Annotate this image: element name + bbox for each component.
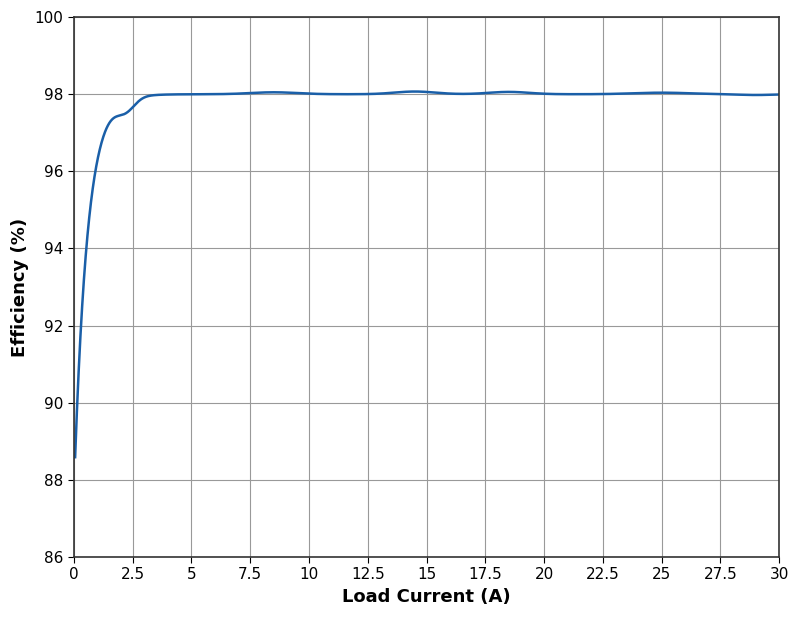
Y-axis label: Efficiency (%): Efficiency (%) bbox=[11, 217, 29, 357]
X-axis label: Load Current (A): Load Current (A) bbox=[342, 588, 511, 606]
